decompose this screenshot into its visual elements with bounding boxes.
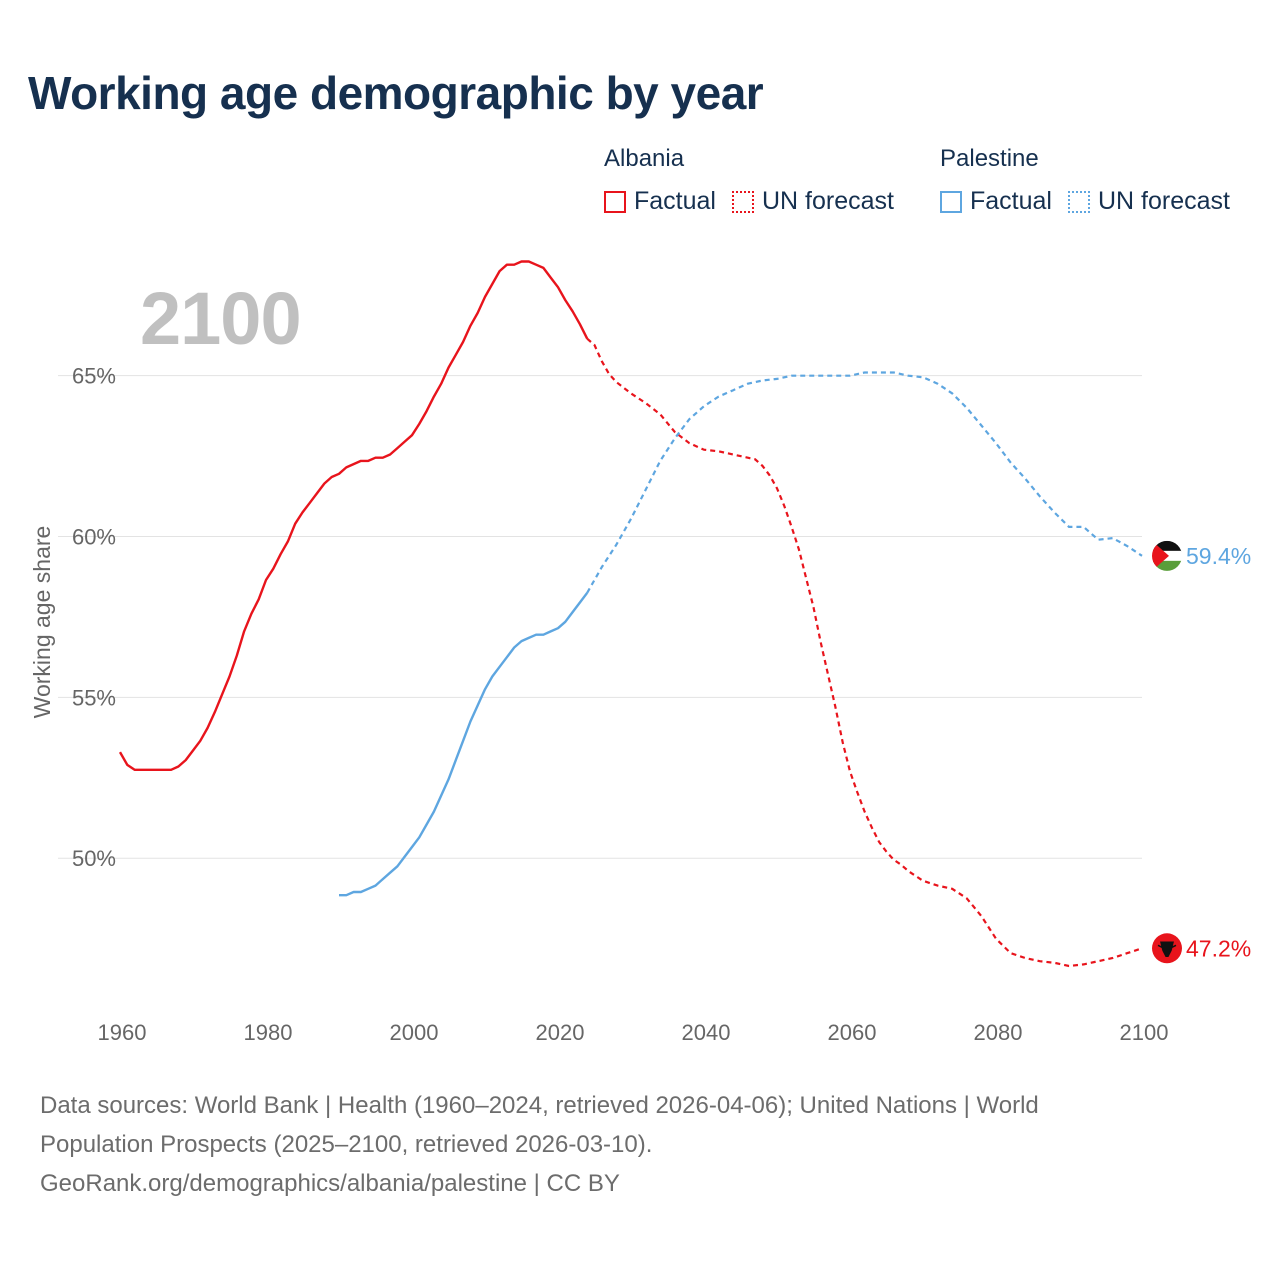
legend-group-title: Albania <box>604 145 685 172</box>
footer-source-line: Data sources: World Bank | Health (1960–… <box>40 1092 1039 1119</box>
x-tick-label: 2000 <box>390 1020 439 1045</box>
legend-label: UN forecast <box>761 187 894 215</box>
chart-title: Working age demographic by year <box>28 67 764 119</box>
legend-label: UN forecast <box>1097 187 1230 215</box>
year-watermark: 2100 <box>140 277 302 360</box>
legend-swatch-dotted <box>731 190 754 213</box>
eagle-icon <box>1157 941 1177 958</box>
legend-group-albania: Albania Factual UN forecast <box>604 145 910 216</box>
palestine-flag-icon <box>1152 540 1182 571</box>
legend-item-palestine-forecast[interactable]: UN forecast <box>1067 187 1230 216</box>
end-value-label-palestine: 59.4% <box>1186 543 1251 569</box>
series-line-albania-factual <box>118 260 589 771</box>
series-line-albania-forecast <box>586 337 1143 968</box>
legend-swatch-solid <box>940 190 962 213</box>
legend-swatch-dotted <box>1067 190 1090 213</box>
legend-label: Factual <box>634 187 716 215</box>
y-tick-label: 65% <box>72 364 116 389</box>
series-line-palestine-forecast <box>586 371 1143 594</box>
footer: Data sources: World Bank | Health (1960–… <box>40 1086 1240 1203</box>
y-tick-label: 55% <box>72 685 116 710</box>
y-axis-title: Working age share <box>29 526 55 719</box>
legend-group-palestine: Palestine Factual UN forecast <box>940 145 1246 216</box>
legend-item-albania-forecast[interactable]: UN forecast <box>731 187 894 216</box>
y-tick-label: 50% <box>72 846 116 871</box>
x-tick-label: 2020 <box>536 1020 585 1045</box>
legend-item-palestine-factual[interactable]: Factual <box>940 187 1052 216</box>
x-tick-label: 2100 <box>1120 1020 1169 1045</box>
x-tick-label: 1960 <box>98 1020 147 1045</box>
x-tick-label: 1980 <box>244 1020 293 1045</box>
x-tick-label: 2080 <box>974 1020 1023 1045</box>
line-chart: 50% 55% 60% 65% 1960 1980 2000 2020 2040 2060 2080… <box>29 260 1251 1045</box>
x-tick-label: 2060 <box>828 1020 877 1045</box>
footer-attribution: GeoRank.org/demographics/albania/palesti… <box>40 1170 620 1197</box>
x-tick-label: 2040 <box>682 1020 731 1045</box>
legend-swatch-solid <box>604 190 626 213</box>
end-value-label-albania: 47.2% <box>1186 935 1251 961</box>
y-tick-label: 60% <box>72 525 116 550</box>
series-line-palestine-factual <box>339 592 589 897</box>
legend-label: Factual <box>970 187 1052 215</box>
legend-item-albania-factual[interactable]: Factual <box>604 187 716 216</box>
legend-group-title: Palestine <box>940 145 1039 172</box>
footer-source-line: Population Prospects (2025–2100, retriev… <box>40 1131 653 1158</box>
